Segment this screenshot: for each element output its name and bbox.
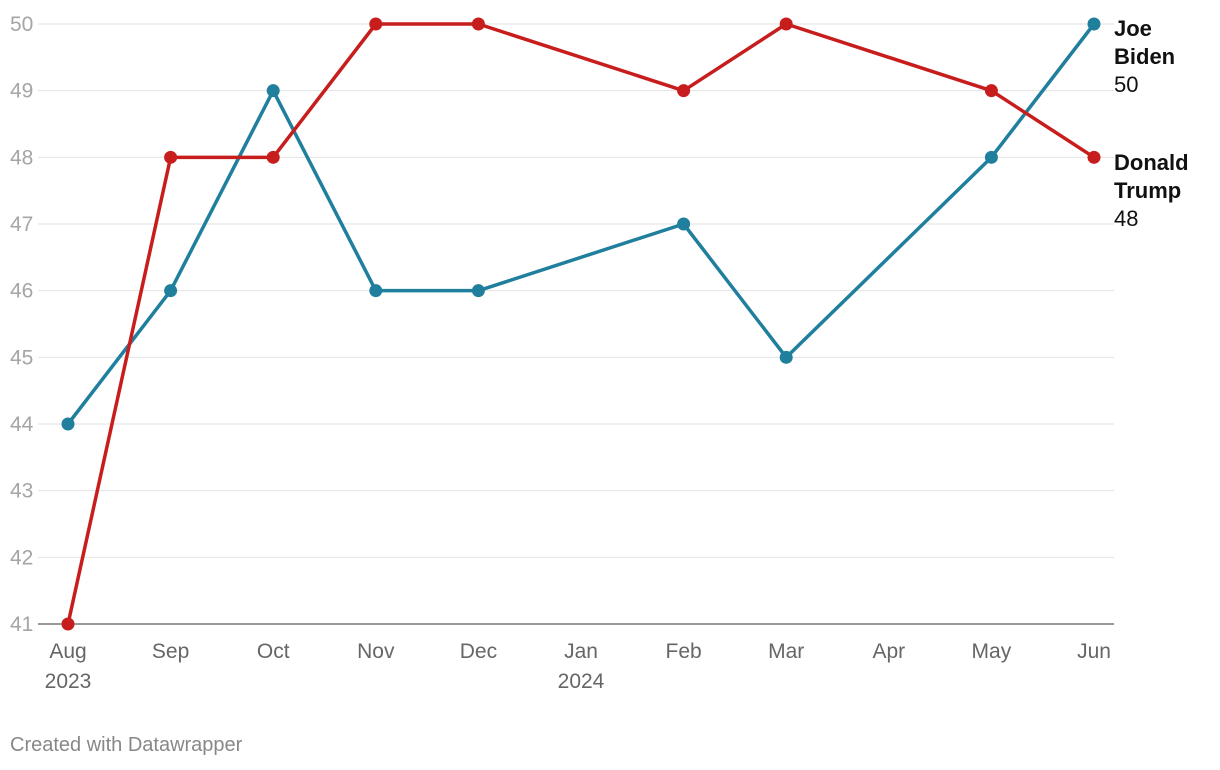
x-tick-label: Jan [564, 640, 598, 663]
series-name-label: Trump [1114, 178, 1181, 203]
data-point-biden-nov [369, 284, 383, 298]
data-point-biden-may [984, 150, 998, 164]
x-tick-label: May [972, 640, 1012, 663]
data-point-trump-dec [471, 17, 485, 31]
data-point-trump-feb [677, 84, 691, 98]
x-tick-label: Feb [666, 640, 702, 663]
data-point-trump-aug [61, 617, 75, 631]
x-tick-label: Jun [1077, 640, 1111, 663]
gridlines [38, 23, 1114, 625]
data-point-biden-oct [266, 84, 280, 98]
x-axis-tick-labels: Aug 2023 Sep Oct Nov Dec Jan 2024 Feb Mar Apr May Ju… [45, 640, 1111, 693]
data-point-trump-nov [369, 17, 383, 31]
x-tick-label: Oct [257, 640, 290, 663]
x-tick-sublabel: 2023 [45, 670, 92, 693]
data-point-trump-may [984, 84, 998, 98]
series-end-labels: Joe Biden 50 Donald Trump 48 [1114, 16, 1189, 231]
x-tick-label: Dec [460, 640, 497, 663]
data-point-trump-jun [1087, 150, 1101, 164]
series-lines [66, 22, 1096, 626]
footer-credit: Created with Datawrapper [10, 734, 243, 756]
data-point-biden-jun [1087, 17, 1101, 31]
y-tick-label: 42 [10, 546, 33, 569]
x-tick-label: Sep [152, 640, 189, 663]
y-tick-label: 50 [10, 13, 33, 36]
x-tick-label: Apr [872, 640, 905, 663]
data-point-biden-mar [779, 350, 793, 364]
data-point-biden-aug [61, 417, 75, 431]
series-name-label: Biden [1114, 44, 1175, 69]
data-point-biden-sep [164, 284, 178, 298]
y-tick-label: 44 [10, 413, 34, 436]
y-tick-label: 49 [10, 80, 33, 103]
series-end-value: 48 [1114, 206, 1138, 231]
x-tick-label: Mar [768, 640, 804, 663]
y-axis-tick-labels: 41 42 43 44 45 46 47 48 49 50 [10, 13, 34, 636]
y-tick-label: 47 [10, 213, 33, 236]
series-name-label: Joe [1114, 16, 1152, 41]
x-tick-label: Aug [49, 640, 86, 663]
data-point-biden-feb [677, 217, 691, 231]
y-tick-label: 43 [10, 480, 33, 503]
y-tick-label: 45 [10, 346, 33, 369]
y-tick-label: 46 [10, 280, 33, 303]
y-tick-label: 48 [10, 146, 33, 169]
x-tick-label: Nov [357, 640, 395, 663]
data-point-biden-dec [471, 284, 485, 298]
series-line-trump [66, 22, 1096, 626]
data-point-trump-oct [266, 150, 280, 164]
y-tick-label: 41 [10, 613, 33, 636]
series-end-value: 50 [1114, 72, 1138, 97]
data-point-trump-mar [779, 17, 793, 31]
series-name-label: Donald [1114, 150, 1189, 175]
x-tick-sublabel: 2024 [558, 670, 605, 693]
series-points [61, 17, 1101, 631]
data-point-trump-sep [164, 150, 178, 164]
